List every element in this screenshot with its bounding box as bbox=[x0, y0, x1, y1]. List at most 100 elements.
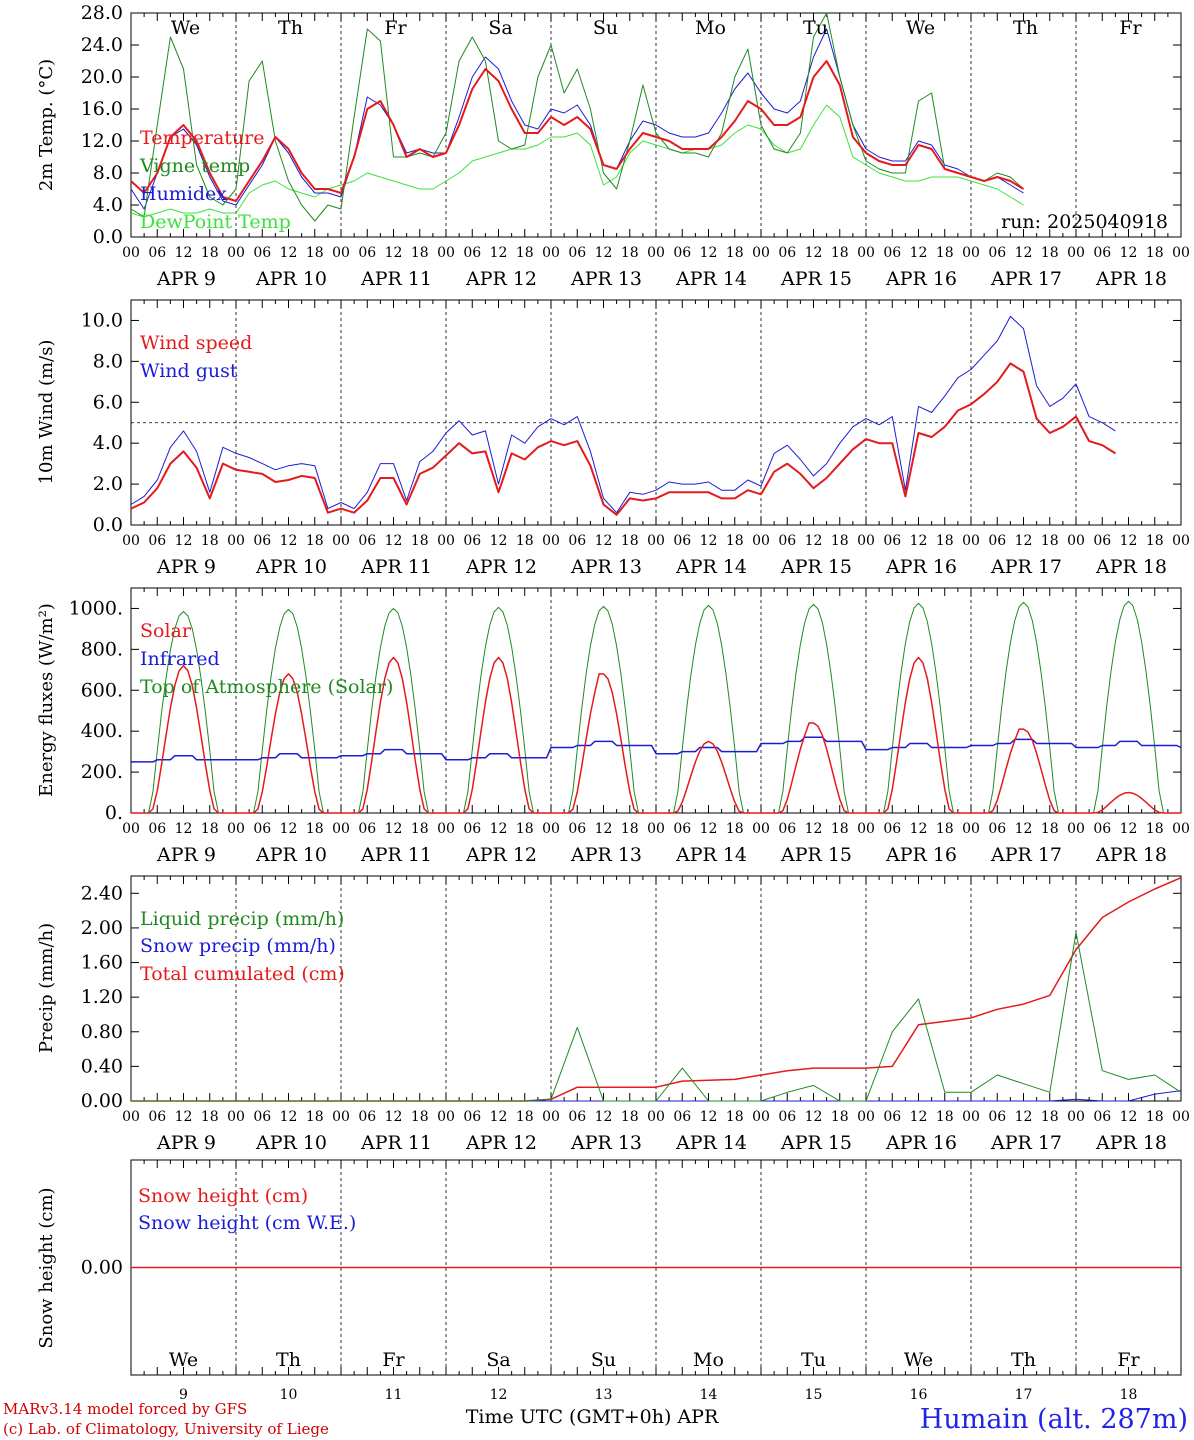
date-label: APR 9 bbox=[156, 268, 216, 290]
hour-label: 06 bbox=[253, 245, 271, 261]
date-label: APR 15 bbox=[780, 1132, 852, 1154]
hour-label: 12 bbox=[490, 821, 508, 837]
hour-label: 12 bbox=[595, 245, 613, 261]
date-label: APR 17 bbox=[990, 556, 1062, 578]
hour-label: 18 bbox=[1041, 1109, 1059, 1125]
hour-label: 18 bbox=[516, 533, 534, 549]
day-number-label: 14 bbox=[700, 1387, 718, 1403]
series-line-wind-gust bbox=[130, 315, 1116, 514]
hour-label: 06 bbox=[253, 1109, 271, 1125]
day-number-label: 15 bbox=[805, 1387, 823, 1403]
y-tick-label: 12.0 bbox=[81, 130, 123, 152]
hour-label: 06 bbox=[358, 245, 376, 261]
hour-label: 12 bbox=[805, 821, 823, 837]
hour-label: 06 bbox=[988, 1109, 1006, 1125]
y-tick-label: 4.0 bbox=[93, 194, 123, 216]
hour-label: 00 bbox=[1172, 1109, 1190, 1125]
hour-label: 00 bbox=[857, 821, 875, 837]
hour-label: 00 bbox=[1067, 821, 1085, 837]
legend-entry: Wind gust bbox=[140, 360, 238, 382]
hour-label: 06 bbox=[778, 821, 796, 837]
hour-label: 00 bbox=[437, 245, 455, 261]
legend-entry: Snow precip (mm/h) bbox=[140, 935, 336, 957]
weekday-label: We bbox=[906, 17, 935, 39]
hour-label: 18 bbox=[1146, 533, 1164, 549]
day-number-label: 18 bbox=[1120, 1387, 1138, 1403]
hour-label: 18 bbox=[201, 1109, 219, 1125]
date-label: APR 16 bbox=[885, 844, 957, 866]
y-tick-label: 2.00 bbox=[81, 917, 123, 939]
model-credit: MARv3.14 model forced by GFS bbox=[3, 1400, 247, 1418]
weekday-label: Mo bbox=[693, 1349, 724, 1371]
date-label: APR 10 bbox=[255, 844, 327, 866]
y-tick-label: 1000. bbox=[69, 597, 123, 619]
hour-label: 12 bbox=[595, 1109, 613, 1125]
y-tick-label: 2.40 bbox=[81, 882, 123, 904]
hour-label: 00 bbox=[1172, 533, 1190, 549]
date-label: APR 11 bbox=[360, 844, 432, 866]
hour-label: 06 bbox=[568, 245, 586, 261]
date-label: APR 12 bbox=[465, 556, 537, 578]
series-line-snow-precip-mm-h- bbox=[131, 1090, 1182, 1102]
weekday-label: Tu bbox=[801, 1349, 826, 1371]
date-label: APR 17 bbox=[990, 1132, 1062, 1154]
hour-label: 00 bbox=[857, 533, 875, 549]
hour-label: 18 bbox=[1146, 245, 1164, 261]
hour-label: 00 bbox=[437, 533, 455, 549]
hour-label: 12 bbox=[1015, 821, 1033, 837]
day-number-label: 16 bbox=[910, 1387, 928, 1403]
hour-label: 12 bbox=[175, 533, 193, 549]
hour-label: 00 bbox=[542, 1109, 560, 1125]
hour-label: 18 bbox=[726, 533, 744, 549]
date-label: APR 14 bbox=[675, 844, 747, 866]
hour-label: 12 bbox=[175, 821, 193, 837]
hour-label: 00 bbox=[752, 245, 770, 261]
y-tick-label: 0.80 bbox=[81, 1021, 123, 1043]
hour-label: 12 bbox=[1120, 533, 1138, 549]
series-line-solar bbox=[131, 656, 1181, 814]
legend-entry: Liquid precip (mm/h) bbox=[140, 908, 344, 930]
series-line-wind-speed bbox=[130, 362, 1116, 516]
hour-label: 18 bbox=[1146, 821, 1164, 837]
hour-label: 06 bbox=[568, 1109, 586, 1125]
date-label: APR 13 bbox=[570, 1132, 642, 1154]
y-tick-label: 1.60 bbox=[81, 952, 123, 974]
weekday-label: Su bbox=[591, 1349, 616, 1371]
hour-label: 12 bbox=[1120, 1109, 1138, 1125]
weekday-label: Th bbox=[278, 17, 303, 39]
hour-label: 12 bbox=[490, 533, 508, 549]
date-label: APR 11 bbox=[360, 268, 432, 290]
hour-label: 12 bbox=[280, 245, 298, 261]
hour-label: 00 bbox=[437, 1109, 455, 1125]
hour-label: 06 bbox=[463, 533, 481, 549]
hour-label: 18 bbox=[411, 245, 429, 261]
hour-label: 06 bbox=[148, 821, 166, 837]
station-label: Humain (alt. 287m) bbox=[920, 1404, 1188, 1435]
hour-label: 00 bbox=[962, 533, 980, 549]
hour-label: 00 bbox=[332, 533, 350, 549]
y-tick-label: 0.00 bbox=[81, 1257, 123, 1279]
hour-label: 18 bbox=[831, 821, 849, 837]
date-label: APR 15 bbox=[780, 844, 852, 866]
weekday-label: Fr bbox=[384, 17, 407, 39]
hour-label: 06 bbox=[673, 821, 691, 837]
series-line-humidex bbox=[130, 28, 1024, 210]
hour-label: 00 bbox=[122, 533, 140, 549]
hour-label: 06 bbox=[148, 1109, 166, 1125]
panel-temp: 0.0 4.0 8.0 12.0 16.0 20.0 24.0 28.0 2m Temp. (°… bbox=[36, 2, 1190, 290]
date-label: APR 14 bbox=[675, 1132, 747, 1154]
hour-label: 00 bbox=[857, 1109, 875, 1125]
hour-label: 12 bbox=[175, 245, 193, 261]
series-line-temperature bbox=[130, 60, 1025, 202]
y-tick-label: 0. bbox=[105, 802, 123, 824]
hour-label: 18 bbox=[621, 821, 639, 837]
hour-label: 12 bbox=[280, 1109, 298, 1125]
date-label: APR 9 bbox=[156, 1132, 216, 1154]
hour-label: 00 bbox=[752, 821, 770, 837]
hour-label: 00 bbox=[1067, 1109, 1085, 1125]
hour-label: 06 bbox=[883, 245, 901, 261]
series-line-dewpoint-temp bbox=[130, 104, 1024, 218]
hour-label: 06 bbox=[253, 821, 271, 837]
hour-label: 00 bbox=[1067, 533, 1085, 549]
hour-label: 00 bbox=[332, 821, 350, 837]
